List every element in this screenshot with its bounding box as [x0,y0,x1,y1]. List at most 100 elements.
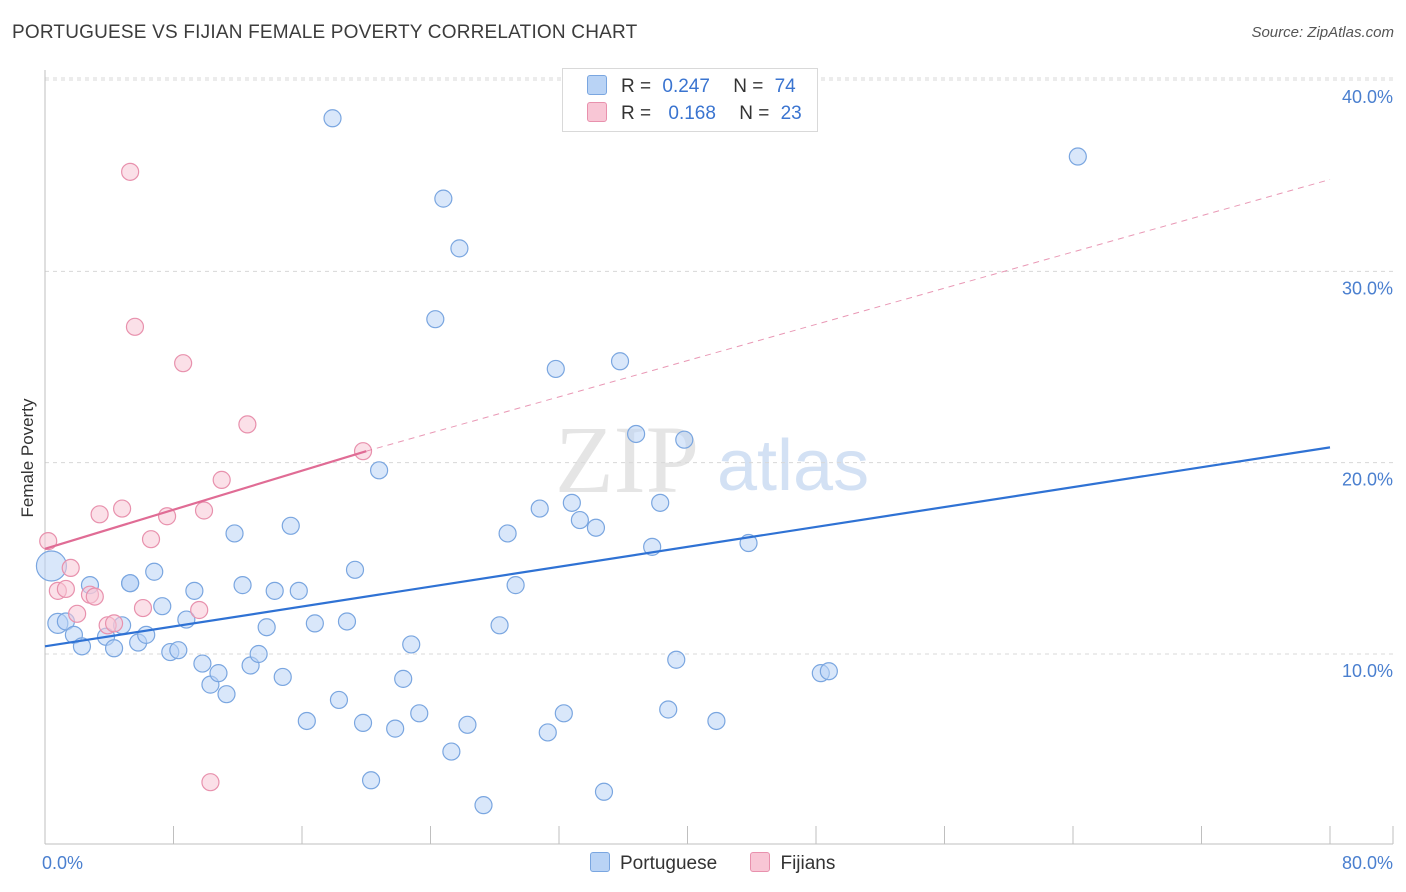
portuguese-point [345,560,365,579]
fijians-swatch [587,102,607,122]
fijians-point [104,614,124,633]
r-value: 0.168 [668,103,716,124]
portuguese-point [145,562,164,581]
n-value: 74 [774,76,796,97]
y-tick-label: 30.0% [1342,278,1393,298]
trend-lines [44,179,1331,648]
n-label: N = [733,76,764,97]
y-tick-label: 40.0% [1342,87,1393,107]
portuguese-point [249,644,268,664]
portuguese-point [361,771,381,790]
portuguese-points [35,109,1087,815]
portuguese-point [675,430,694,449]
n-label: N = [739,103,770,124]
portuguese-point [209,664,228,683]
portuguese-point [586,518,606,537]
fijians-trend-line [44,450,367,550]
portuguese-point [265,581,284,600]
portuguese-point [1068,147,1087,166]
fijians-point [133,598,153,618]
fijians-point [61,558,80,578]
fijians-point [212,470,231,489]
portuguese-swatch [590,852,610,872]
portuguese-point [659,700,678,719]
portuguese-point [554,704,573,723]
fijians-point [85,587,104,606]
x-tick-label: 0.0% [42,853,83,873]
legend-row-portuguese: R = 0.247 N = 74 [587,75,796,99]
grid-lines [45,77,1393,655]
portuguese-point [434,189,453,208]
legend-row-fijians: R = 0.168 N = 23 [587,102,802,126]
portuguese-point [281,516,300,535]
legend-label: Fijians [780,853,836,874]
watermark: ZIP atlas [555,406,869,513]
portuguese-point [498,524,517,543]
portuguese-point [104,639,124,658]
portuguese-point [305,614,324,633]
fijians-point [194,501,214,520]
fijians-point [90,505,109,524]
portuguese-point [193,654,212,673]
fijians-point [201,773,220,792]
portuguese-point [819,662,838,681]
fijians-point [56,579,75,599]
portuguese-point [233,576,252,595]
portuguese-point [153,597,172,616]
portuguese-point [394,669,413,688]
tick-labels: 10.0% 20.0% 30.0% 40.0% 0.0% 80.0% [42,87,1393,873]
portuguese-point [442,742,461,761]
r-label: R = [621,103,652,124]
y-tick-label: 20.0% [1342,470,1393,490]
portuguese-point [273,667,292,687]
portuguese-point [402,635,421,654]
legend-item-portuguese: Portuguese [590,852,717,875]
portuguese-point [169,641,188,660]
fijians-point [238,415,257,434]
portuguese-point [289,581,308,600]
fijians-point [174,354,193,373]
r-value: 0.247 [662,76,710,97]
fijians-point [125,317,145,336]
portuguese-point [538,723,557,742]
portuguese-swatch [587,75,607,95]
n-value: 23 [780,103,802,124]
portuguese-point [370,461,389,480]
portuguese-point [474,796,493,815]
portuguese-point [323,109,342,128]
portuguese-trend-line [44,446,1331,648]
source-label: Source: ZipAtlas.com [1251,24,1394,41]
watermark-zip: ZIP [555,406,699,513]
portuguese-point [297,711,316,731]
portuguese-point [426,310,445,329]
fijians-point [68,604,87,623]
fijians-point [141,530,161,549]
portuguese-point [562,493,581,512]
axes [44,70,1394,845]
legend-item-fijians: Fijians [750,852,835,875]
portuguese-point [506,576,525,595]
portuguese-point [386,719,405,738]
portuguese-point [530,499,549,518]
series-legend: Portuguese Fijians [590,852,863,875]
portuguese-point [707,711,726,731]
fijians-point [121,162,140,181]
x-tick-label: 80.0% [1342,853,1393,873]
portuguese-point [329,690,349,710]
fijians-point [112,499,132,518]
portuguese-point [337,612,357,631]
portuguese-point [594,782,614,801]
fijians-points [39,162,373,792]
legend-label: Portuguese [620,853,718,874]
fijians-swatch [750,852,771,872]
r-label: R = [621,76,652,97]
y-tick-label: 10.0% [1342,661,1393,681]
portuguese-point [353,713,373,732]
portuguese-point [458,715,477,734]
portuguese-point [610,352,630,371]
portuguese-point [410,704,429,723]
portuguese-point [217,685,236,704]
portuguese-point [667,650,686,669]
correlation-legend: R = 0.247 N = 74 R = 0.168 N = 23 [562,68,818,132]
